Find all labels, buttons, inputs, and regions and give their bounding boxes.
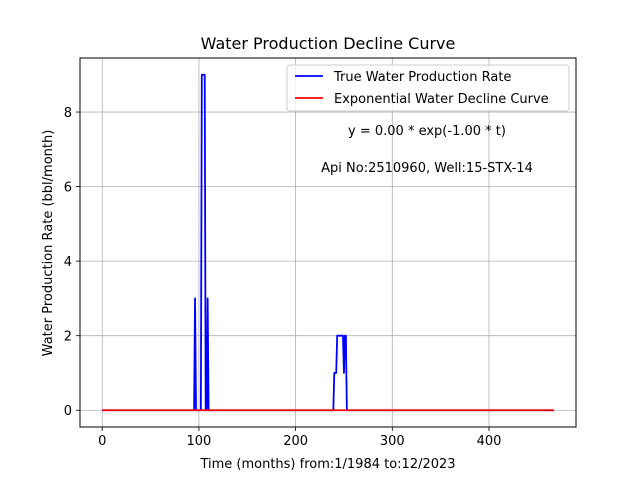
y-tick-label: 4 bbox=[64, 255, 72, 270]
x-tick-label: 0 bbox=[98, 434, 106, 449]
legend: True Water Production Rate Exponential W… bbox=[286, 64, 570, 112]
series-layer bbox=[102, 73, 554, 412]
y-tick-label: 2 bbox=[64, 330, 72, 345]
x-tick-label: 100 bbox=[187, 434, 212, 449]
chart-title: Water Production Decline Curve bbox=[201, 34, 456, 53]
x-axis-label: Time (months) from:1/1984 to:12/2023 bbox=[199, 457, 455, 472]
plot-frame bbox=[79, 57, 577, 428]
tick-layer: 0 100 200 300 400 0 2 4 6 8 bbox=[64, 106, 502, 449]
x-tick-label: 300 bbox=[380, 434, 405, 449]
well-annotation: Api No:2510960, Well:15-STX-14 bbox=[321, 161, 533, 176]
equation-annotation: y = 0.00 * exp(-1.00 * t) bbox=[348, 124, 506, 139]
legend-box bbox=[286, 64, 570, 112]
y-tick-label: 6 bbox=[64, 181, 72, 196]
y-tick-label: 0 bbox=[64, 404, 72, 419]
legend-label-decline-curve: Exponential Water Decline Curve bbox=[334, 92, 549, 107]
legend-label-true-rate: True Water Production Rate bbox=[333, 70, 511, 85]
y-axis-label: Water Production Rate (bbl/month) bbox=[41, 130, 56, 357]
y-tick-label: 8 bbox=[64, 106, 72, 121]
x-tick-label: 400 bbox=[477, 434, 502, 449]
x-tick-label: 200 bbox=[283, 434, 308, 449]
